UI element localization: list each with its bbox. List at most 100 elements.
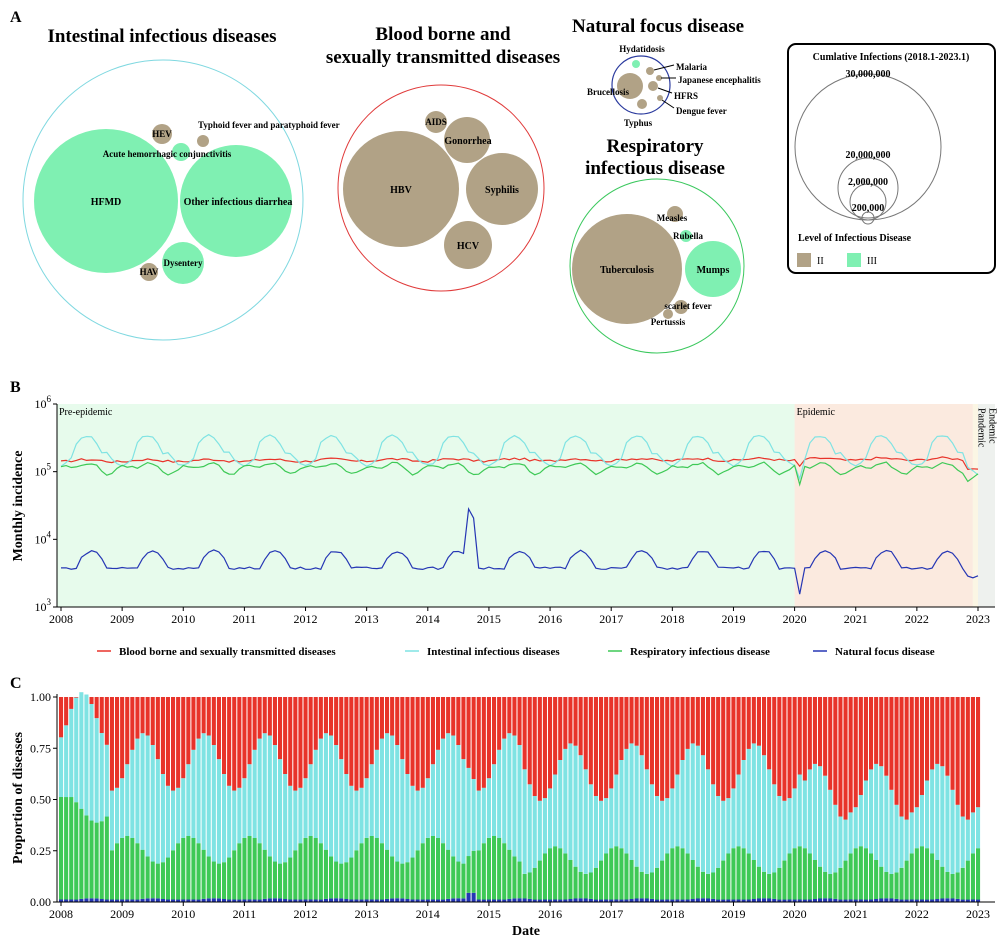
bar-segment [237,843,242,900]
bar-segment [59,737,64,797]
x-tick-label: 2017 [599,612,623,626]
bar-segment [726,798,731,854]
bar-segment [196,843,201,900]
bar-segment [120,697,125,779]
bar-segment [74,899,79,902]
bar-segment [960,697,965,817]
period-label: Pandemic [975,408,986,448]
y-tick-label: 1.00 [30,690,51,704]
natural-group: Natural focus disease Hydatidosis Malari… [572,16,761,128]
bar-segment [466,767,471,857]
bar-segment [497,697,502,750]
series-line [60,456,979,471]
bar-segment [690,743,695,860]
bar-segment [767,873,772,899]
bar-segment [578,755,583,872]
bar-segment [272,861,277,899]
bar-segment [181,778,186,838]
bar-segment [762,755,767,872]
bar-segment [787,798,792,854]
bar-segment [950,873,955,899]
size-value-30m: 30,000,000 [846,69,891,80]
bar-segment [64,697,69,726]
bar-segment [446,733,451,850]
bar-segment [772,898,777,902]
bar-segment [532,796,537,868]
bar-segment [507,733,512,850]
bar-segment [818,898,823,902]
bar-segment [736,846,741,900]
bar-segment [201,697,206,734]
bar-segment [354,790,359,851]
bar-segment [935,763,940,860]
x-tick-label: 2023 [966,612,990,626]
bar-segment [649,697,654,785]
bar-segment [833,697,838,805]
bar-segment [415,850,420,900]
label-hydatidosis: Hydatidosis [619,44,665,54]
bar-segment [874,860,879,899]
bar-segment [512,898,517,902]
bar-segment [502,843,507,900]
bar-segment [593,697,598,796]
bar-segment [721,899,726,902]
bar-segment [115,787,120,844]
bar-segment [191,899,196,902]
bar-segment [171,790,176,851]
level-label-ii: II [817,256,824,267]
bar-segment [802,780,807,849]
x-tick-label: 2015 [477,907,501,921]
bar-segment [731,697,736,789]
bar-segment [130,899,135,902]
bar-segment [395,697,400,745]
bar-segment [308,764,313,836]
bar-segment [283,898,288,902]
bar-segment [318,738,323,844]
period-band [972,404,978,607]
bar-segment [74,697,79,803]
bar-segment [349,857,354,900]
bar-segment [64,725,69,798]
bar-segment [451,898,456,902]
bar-segment [262,697,267,734]
bar-segment [115,843,120,900]
bar-segment [436,837,441,900]
bar-segment [782,697,787,801]
bar-segment [441,843,446,900]
bar-segment [512,735,517,857]
bar-segment [680,697,685,760]
bar-segment [430,836,435,900]
bar-segment [89,697,94,704]
bar-segment [670,848,675,900]
bar-segment [165,899,170,902]
blood-group: Blood borne and sexually transmitted dis… [326,24,560,292]
bar-segment [858,697,863,795]
bar-segment [471,779,476,851]
bar-segment [649,872,654,899]
bar-segment [354,899,359,902]
bar-segment [160,898,165,902]
bar-segment [853,899,858,902]
bar-segment [288,697,293,786]
bar-segment [838,697,843,817]
bar-segment [436,697,441,750]
bar-segment [848,697,853,813]
bar-segment [644,873,649,899]
y-tick-label: 0.50 [30,793,51,807]
bar-segment [125,899,130,902]
bar-segment [721,860,726,900]
bubble-gonorrhea [444,117,490,163]
bar-segment [889,898,894,902]
bar-segment [420,843,425,900]
bar-segment [222,697,227,774]
bar-segment [619,848,624,900]
period-band [794,404,973,607]
bar-segment [522,898,527,902]
label-syphilis: Syphilis [485,185,519,196]
bar-segment [481,787,486,844]
bar-segment [843,899,848,902]
bar-segment [838,867,843,900]
natural-leader-lines [653,64,676,109]
bar-segment [374,749,379,838]
bubble-typhus [637,99,647,109]
